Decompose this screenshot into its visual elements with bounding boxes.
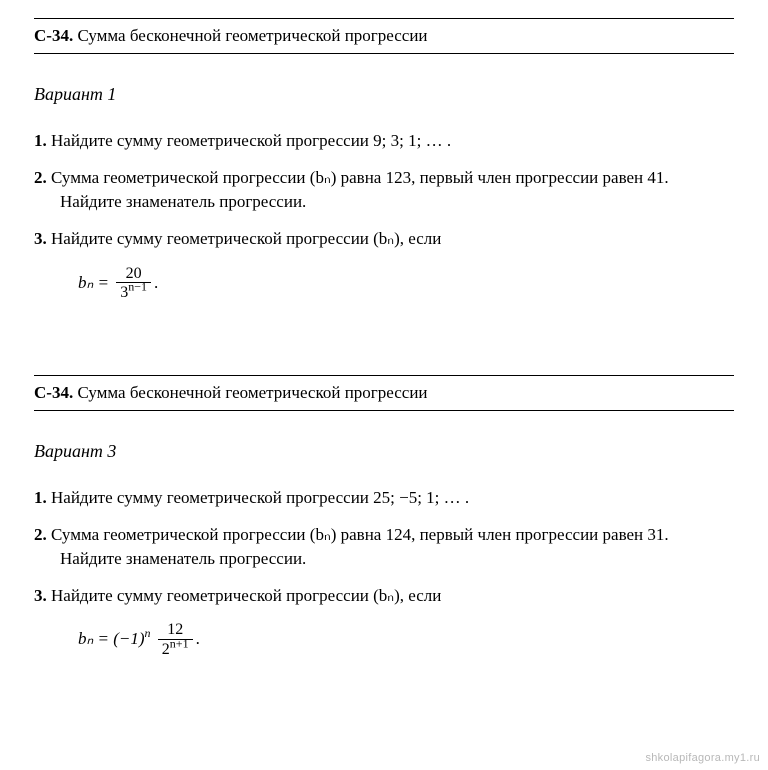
section-code-2: С-34. <box>34 383 73 402</box>
variant-1: Вариант 1 <box>34 84 734 105</box>
formula-lhs-exp-2: n <box>145 627 151 641</box>
formula-lhs-1: bₙ = <box>78 273 109 292</box>
fraction-2: 12 2n+1 <box>158 621 193 659</box>
formula-tail-1: . <box>154 273 158 292</box>
problem-num-1-2: 2. <box>34 168 47 187</box>
section-title-2: Сумма бесконечной геометрической прогрес… <box>77 383 427 402</box>
problem-2-2: 2. Сумма геометрической прогрессии (bₙ) … <box>34 523 734 570</box>
problem-1-3: 3. Найдите сумму геометрической прогресс… <box>34 227 734 250</box>
watermark: shkolapifagora.my1.ru <box>645 752 760 764</box>
formula-1: bₙ = 20 3n−1 . <box>34 265 734 303</box>
problem-num-2-1: 1. <box>34 488 47 507</box>
formula-lhs-2a: bₙ = (−1) <box>78 629 145 648</box>
formula-2: bₙ = (−1)n 12 2n+1 . <box>34 621 734 659</box>
problem-text-1-1: Найдите сумму геометрической прогрессии … <box>51 131 451 150</box>
problem-1-1: 1. Найдите сумму геометрической прогресс… <box>34 129 734 152</box>
problem-num-2-2: 2. <box>34 525 47 544</box>
problem-1-2: 2. Сумма геометрической прогрессии (bₙ) … <box>34 166 734 213</box>
problem-num-2-3: 3. <box>34 586 47 605</box>
problem-num-1-1: 1. <box>34 131 47 150</box>
section-title-1: Сумма бесконечной геометрической прогрес… <box>77 26 427 45</box>
variant-2: Вариант 3 <box>34 441 734 462</box>
fraction-den-base-2: 2 <box>162 641 170 658</box>
problem-text-2-1: Найдите сумму геометрической прогрессии … <box>51 488 469 507</box>
section-label-2: С-34. Сумма бесконечной геометрической п… <box>34 383 428 402</box>
fraction-den-exp-2: n+1 <box>170 637 189 651</box>
problem-text-2-2: Сумма геометрической прогрессии (bₙ) рав… <box>51 525 669 567</box>
problem-num-1-3: 3. <box>34 229 47 248</box>
fraction-den-2: 2n+1 <box>158 640 193 659</box>
problem-text-1-3: Найдите сумму геометрической прогрессии … <box>51 229 441 248</box>
section-header-2: С-34. Сумма бесконечной геометрической п… <box>34 375 734 411</box>
problem-2-1: 1. Найдите сумму геометрической прогресс… <box>34 486 734 509</box>
problem-text-2-3: Найдите сумму геометрической прогрессии … <box>51 586 441 605</box>
formula-tail-2: . <box>196 629 200 648</box>
section-code-1: С-34. <box>34 26 73 45</box>
problem-text-1-2: Сумма геометрической прогрессии (bₙ) рав… <box>51 168 669 210</box>
fraction-den-1: 3n−1 <box>116 283 151 302</box>
fraction-den-exp-1: n−1 <box>128 280 147 294</box>
problem-2-3: 3. Найдите сумму геометрической прогресс… <box>34 584 734 607</box>
fraction-1: 20 3n−1 <box>116 265 151 303</box>
section-label-1: С-34. Сумма бесконечной геометрической п… <box>34 26 428 45</box>
page-content: С-34. Сумма бесконечной геометрической п… <box>0 0 768 659</box>
section-header-1: С-34. Сумма бесконечной геометрической п… <box>34 18 734 54</box>
section-gap <box>34 323 734 375</box>
